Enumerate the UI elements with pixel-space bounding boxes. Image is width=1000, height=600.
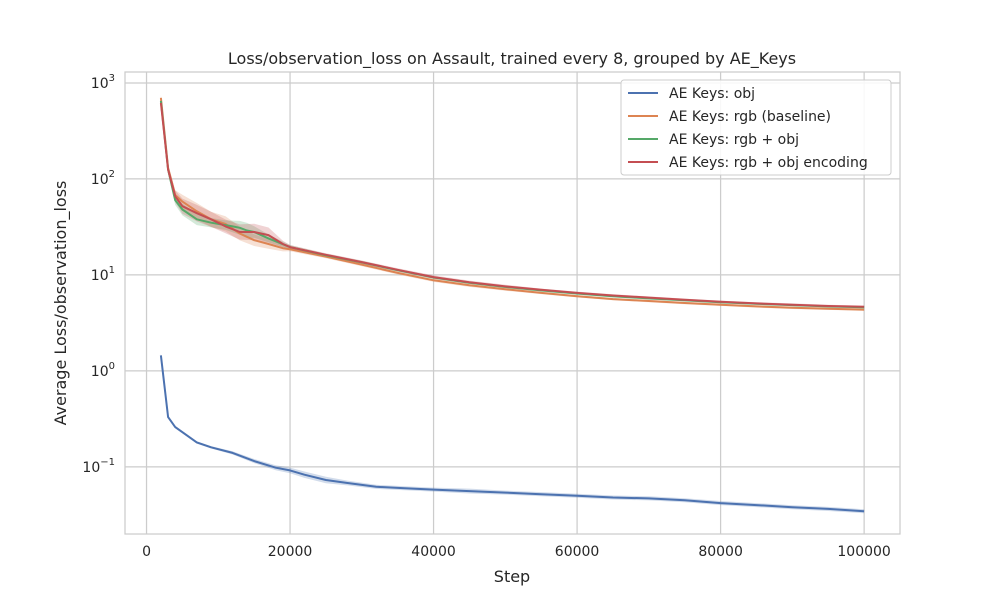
chart-title: Loss/observation_loss on Assault, traine… [228, 49, 796, 69]
legend-label: AE Keys: rgb + obj encoding [669, 155, 868, 171]
legend-box [620, 79, 892, 176]
series-line [159, 355, 865, 513]
y-tick-label: 100 [91, 361, 115, 380]
x-tick-label: 20000 [268, 544, 313, 560]
legend-label: AE Keys: obj [669, 86, 755, 102]
legend: AE Keys: obj AE Keys: rgb (baseline) AE Ke… [620, 79, 892, 176]
series-lines [159, 97, 865, 513]
x-tick-label: 80000 [698, 544, 743, 560]
legend-label: AE Keys: rgb + obj [669, 132, 799, 148]
y-tick-label: 102 [91, 169, 115, 188]
x-tick-label: 60000 [555, 544, 600, 560]
grid [125, 72, 900, 534]
legend-label: AE Keys: rgb (baseline) [669, 109, 831, 125]
x-tick-labels: 0 20000 40000 60000 80000 100000 [142, 544, 891, 560]
x-tick-label: 0 [142, 544, 151, 560]
x-tick-label: 40000 [411, 544, 456, 560]
y-tick-label: 103 [91, 73, 115, 92]
y-tick-label: 101 [91, 265, 115, 284]
series-line [159, 102, 865, 308]
y-tick-labels: 10−1 100 101 102 103 [82, 73, 115, 476]
x-tick-label: 100000 [837, 544, 890, 560]
y-axis-label: Average Loss/observation_loss [51, 181, 71, 426]
y-tick-label: 10−1 [82, 457, 115, 476]
x-axis-label: Step [494, 567, 530, 586]
